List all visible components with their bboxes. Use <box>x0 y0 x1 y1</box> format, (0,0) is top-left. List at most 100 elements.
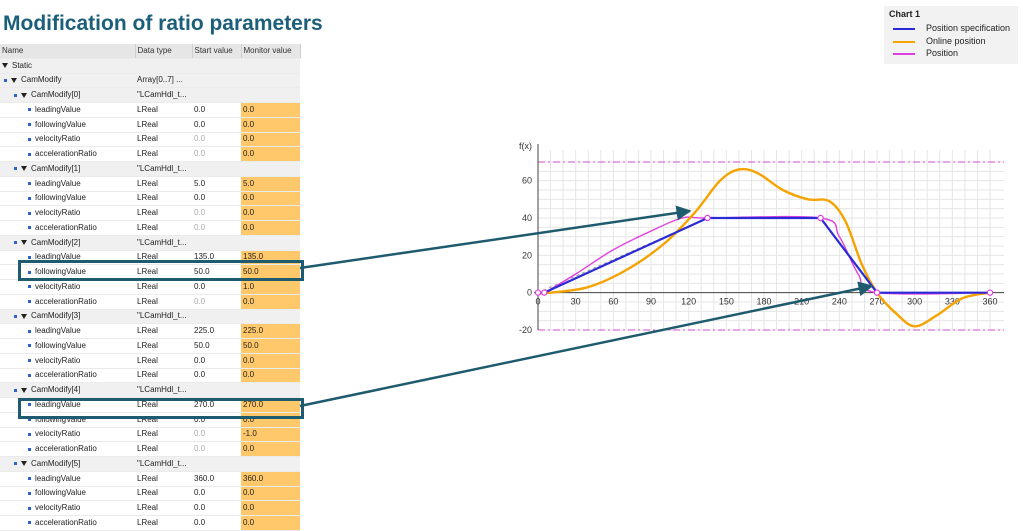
cell-monitor-value[interactable]: 0.0 <box>241 353 300 369</box>
table-row[interactable]: leadingValue LReal 270.0 270.0 <box>0 397 300 413</box>
cell-data-type[interactable]: LReal <box>135 146 192 162</box>
cell-data-type[interactable]: LReal <box>135 338 192 354</box>
cell-monitor-value[interactable]: 0.0 <box>241 220 300 236</box>
table-row[interactable]: CamModify[0] "LCamHdl_t... <box>0 87 300 103</box>
cell-data-type[interactable]: LReal <box>135 176 192 192</box>
cell-monitor-value[interactable]: 0.0 <box>241 205 300 221</box>
cell-start-value[interactable] <box>192 161 241 177</box>
cell-monitor-value[interactable]: 0.0 <box>241 500 300 516</box>
cell-monitor-value[interactable] <box>241 235 300 251</box>
cell-name[interactable]: Static <box>0 58 135 74</box>
column-header-start-value[interactable]: Start value <box>192 44 242 59</box>
cell-data-type[interactable]: LReal <box>135 515 192 531</box>
cell-start-value[interactable]: 0.0 <box>192 220 241 236</box>
table-row[interactable]: leadingValue LReal 225.0 225.0 <box>0 323 300 339</box>
table-row[interactable]: accelerationRatio LReal 0.0 0.0 <box>0 441 300 457</box>
cell-name[interactable]: leadingValue <box>0 102 135 118</box>
cell-name[interactable]: leadingValue <box>0 176 135 192</box>
expand-triangle-icon[interactable] <box>21 166 27 172</box>
table-row[interactable]: followingValue LReal 50.0 50.0 <box>0 264 300 280</box>
cell-data-type[interactable]: "LCamHdl_t... <box>135 382 192 398</box>
table-row[interactable]: accelerationRatio LReal 0.0 0.0 <box>0 220 300 236</box>
expand-triangle-icon[interactable] <box>21 313 27 319</box>
cell-name[interactable]: accelerationRatio <box>0 441 135 457</box>
cell-start-value[interactable]: 0.0 <box>192 353 241 369</box>
cell-data-type[interactable]: LReal <box>135 471 192 487</box>
cell-monitor-value[interactable]: 270.0 <box>241 397 300 413</box>
cell-name[interactable]: velocityRatio <box>0 427 135 443</box>
cell-start-value[interactable] <box>192 382 241 398</box>
cell-monitor-value[interactable]: 0.0 <box>241 515 300 531</box>
cell-name[interactable]: velocityRatio <box>0 353 135 369</box>
column-header-data-type[interactable]: Data type <box>135 44 193 59</box>
cell-start-value[interactable]: 0.0 <box>192 132 241 148</box>
expand-triangle-icon[interactable] <box>21 461 27 467</box>
cell-data-type[interactable]: "LCamHdl_t... <box>135 235 192 251</box>
cell-start-value[interactable]: 0.0 <box>192 117 241 133</box>
cell-name[interactable]: followingValue <box>0 117 135 133</box>
cell-monitor-value[interactable] <box>241 161 300 177</box>
cell-monitor-value[interactable]: 0.0 <box>241 441 300 457</box>
cell-data-type[interactable]: Array[0..7] ... <box>135 73 192 89</box>
cell-name[interactable]: leadingValue <box>0 471 135 487</box>
cell-monitor-value[interactable]: -1.0 <box>241 427 300 443</box>
cell-name[interactable]: CamModify[1] <box>0 161 135 177</box>
cell-start-value[interactable]: 0.0 <box>192 368 241 384</box>
cell-start-value[interactable] <box>192 456 241 472</box>
cell-start-value[interactable]: 5.0 <box>192 176 241 192</box>
table-row[interactable]: leadingValue LReal 360.0 360.0 <box>0 471 300 487</box>
table-row[interactable]: followingValue LReal 50.0 50.0 <box>0 338 300 354</box>
table-row[interactable]: velocityRatio LReal 0.0 0.0 <box>0 205 300 221</box>
cell-start-value[interactable] <box>192 73 241 89</box>
cell-data-type[interactable]: LReal <box>135 191 192 207</box>
table-row[interactable]: CamModify[1] "LCamHdl_t... <box>0 161 300 177</box>
cell-start-value[interactable]: 0.0 <box>192 102 241 118</box>
position-marker[interactable] <box>817 214 824 222</box>
cell-data-type[interactable]: LReal <box>135 368 192 384</box>
cell-monitor-value[interactable] <box>241 382 300 398</box>
cell-name[interactable]: CamModify[0] <box>0 87 135 103</box>
cell-data-type[interactable]: LReal <box>135 427 192 443</box>
cell-name[interactable]: CamModify[2] <box>0 235 135 251</box>
cell-start-value[interactable]: 0.0 <box>192 427 241 443</box>
table-row[interactable]: CamModify[4] "LCamHdl_t... <box>0 382 300 398</box>
cell-name[interactable]: CamModify[5] <box>0 456 135 472</box>
cell-data-type[interactable]: LReal <box>135 132 192 148</box>
cell-name[interactable]: leadingValue <box>0 323 135 339</box>
expand-triangle-icon[interactable] <box>21 387 27 393</box>
cell-monitor-value[interactable]: 225.0 <box>241 323 300 339</box>
cell-data-type[interactable]: LReal <box>135 279 192 295</box>
table-row[interactable]: accelerationRatio LReal 0.0 0.0 <box>0 146 300 162</box>
cell-name[interactable]: followingValue <box>0 338 135 354</box>
cell-monitor-value[interactable] <box>241 309 300 325</box>
cell-monitor-value[interactable]: 0.0 <box>241 102 300 118</box>
cell-data-type[interactable]: LReal <box>135 397 192 413</box>
cell-name[interactable]: accelerationRatio <box>0 368 135 384</box>
position-marker[interactable] <box>534 289 542 296</box>
cell-monitor-value[interactable]: 5.0 <box>241 176 300 192</box>
position-marker[interactable] <box>873 289 881 296</box>
cell-name[interactable]: followingValue <box>0 191 135 207</box>
cell-start-value[interactable]: 50.0 <box>192 338 241 354</box>
cell-monitor-value[interactable]: 0.0 <box>241 191 300 207</box>
cell-start-value[interactable]: 0.0 <box>192 205 241 221</box>
cell-data-type[interactable]: LReal <box>135 294 192 310</box>
expand-triangle-icon[interactable] <box>21 240 27 246</box>
table-row[interactable]: accelerationRatio LReal 0.0 0.0 <box>0 368 300 384</box>
table-row[interactable]: CamModify[5] "LCamHdl_t... <box>0 456 300 472</box>
cell-name[interactable]: accelerationRatio <box>0 220 135 236</box>
cell-name[interactable]: CamModify[3] <box>0 309 135 325</box>
cell-start-value[interactable]: 0.0 <box>192 191 241 207</box>
cell-start-value[interactable]: 0.0 <box>192 279 241 295</box>
cell-start-value[interactable]: 270.0 <box>192 397 241 413</box>
cell-name[interactable]: velocityRatio <box>0 132 135 148</box>
column-header-monitor-value[interactable]: Monitor value <box>241 44 301 59</box>
table-row[interactable]: followingValue LReal 0.0 0.0 <box>0 117 300 133</box>
table-row[interactable]: velocityRatio LReal 0.0 -1.0 <box>0 427 300 443</box>
cell-name[interactable]: accelerationRatio <box>0 515 135 531</box>
table-row[interactable]: velocityRatio LReal 0.0 1.0 <box>0 279 300 295</box>
table-row[interactable]: CamModify[3] "LCamHdl_t... <box>0 309 300 325</box>
cell-name[interactable]: velocityRatio <box>0 279 135 295</box>
cell-start-value[interactable]: 0.0 <box>192 500 241 516</box>
cell-monitor-value[interactable]: 1.0 <box>241 279 300 295</box>
